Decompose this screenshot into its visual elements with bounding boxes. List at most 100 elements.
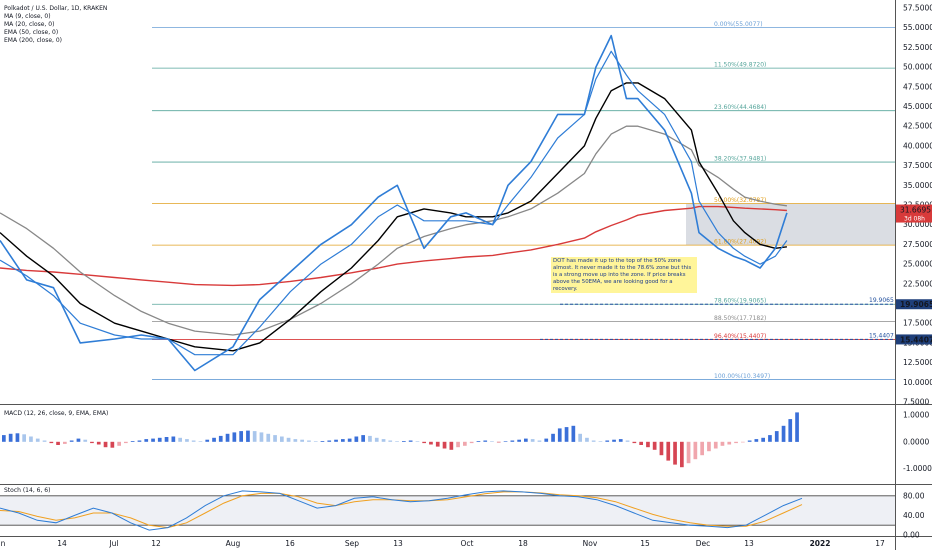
series-line-3 — [0, 125, 787, 336]
macd-bar — [680, 441, 684, 468]
macd-bar — [83, 439, 88, 442]
macd-bar — [551, 433, 555, 442]
y-tick-label: 25.0000 — [903, 260, 932, 269]
fib-level-label: 100.00%(10.3497) — [714, 373, 770, 380]
macd-bar — [266, 433, 271, 442]
macd-bar — [463, 441, 467, 446]
macd-bar — [754, 439, 759, 442]
x-tick-label: Dec — [696, 539, 711, 548]
macd-pane[interactable] — [2, 412, 799, 468]
macd-bar — [130, 441, 135, 442]
macd-bar — [435, 441, 440, 447]
macd-bar — [96, 441, 101, 445]
macd-bar — [69, 440, 74, 442]
y-tick-label: 47.5000 — [903, 82, 932, 91]
macd-bar — [191, 440, 196, 442]
annotation: DOT has made it up to the top of the 50%… — [553, 258, 691, 292]
macd-bar — [402, 441, 406, 442]
macd-bar — [157, 437, 162, 442]
macd-bar — [795, 412, 799, 442]
macd-bar — [503, 441, 508, 442]
y-tick-label: 42.5000 — [903, 122, 932, 131]
y-tick-label: 7.5000 — [903, 398, 929, 407]
fib-level-label: 96.40%(15.4407) — [714, 333, 766, 340]
macd-bar — [35, 438, 40, 442]
x-tick-label: Jul — [108, 539, 118, 548]
macd-bar — [422, 441, 426, 444]
macd-bar — [334, 439, 338, 442]
macd-bar — [347, 438, 352, 442]
macd-bar — [564, 427, 569, 442]
macd-bar — [178, 437, 182, 442]
macd-bar — [408, 440, 413, 442]
macd-bar — [63, 441, 67, 444]
macd-bar — [381, 439, 386, 442]
macd-bar — [212, 437, 216, 442]
macd-bar — [327, 440, 332, 442]
macd-bar — [490, 441, 494, 442]
macd-bar — [29, 436, 33, 442]
macd-bar — [530, 439, 535, 442]
macd-bar — [171, 436, 176, 442]
macd-bar — [456, 441, 460, 448]
y-tick-label: 27.5000 — [903, 240, 932, 249]
macd-bar — [720, 441, 725, 446]
macd-bar — [198, 441, 203, 442]
macd-bar — [124, 441, 128, 444]
macd-bar — [137, 440, 142, 442]
macd-bar — [49, 441, 54, 444]
last-price-tag-bg — [896, 204, 932, 223]
macd-y-tick-label: 0.0000 — [903, 437, 929, 446]
macd-bar — [280, 436, 284, 442]
macd-bar — [300, 439, 304, 442]
x-tick-label: Oct — [461, 539, 474, 548]
macd-bar — [591, 440, 596, 442]
x-tick-label: 13 — [393, 539, 403, 548]
last-price-countdown: 3d 08h — [904, 216, 925, 223]
macd-bar — [42, 440, 47, 442]
macd-bar — [144, 439, 149, 442]
y-tick-label: 50.0000 — [903, 63, 932, 72]
macd-bar — [673, 441, 677, 465]
macd-bar — [496, 441, 501, 443]
macd-title: MACD (12, 26, close, 9, EMA, EMA) — [4, 410, 108, 417]
macd-bar — [320, 441, 325, 442]
price-tag-bg — [896, 299, 932, 310]
y-tick-label: 37.5000 — [903, 161, 932, 170]
macd-bar — [469, 441, 474, 444]
legend-ema50: EMA (50, close, 0) — [4, 29, 58, 36]
macd-bar — [544, 438, 549, 442]
price-tag: 15.4407 — [900, 335, 932, 344]
macd-bar — [727, 441, 732, 445]
macd-bar — [788, 419, 793, 442]
macd-y-tick-label: 1.0000 — [903, 411, 929, 420]
x-tick-label: Sep — [345, 539, 359, 548]
macd-bar — [571, 425, 576, 442]
macd-bar — [341, 439, 345, 442]
macd-bar — [747, 440, 752, 442]
x-tick-label: n — [1, 539, 6, 548]
macd-bar — [313, 441, 318, 442]
fib-level-label: 23.60%(44.4684) — [714, 104, 766, 111]
macd-y-tick-label: -1.0000 — [903, 464, 932, 473]
chart-title: Polkadot / U.S. Dollar, 1D, KRAKEN — [4, 5, 107, 12]
macd-bar — [476, 441, 481, 442]
macd-bar — [639, 441, 643, 445]
y-tick-label: 17.5000 — [903, 319, 932, 328]
x-tick-label: 12 — [151, 539, 161, 548]
stoch-pane[interactable] — [0, 490, 895, 531]
annotation-box — [551, 257, 697, 293]
macd-bar — [218, 435, 223, 442]
macd-bar — [361, 435, 365, 442]
macd-bar — [510, 440, 515, 442]
macd-bar — [625, 440, 630, 442]
macd-bar — [2, 435, 6, 442]
macd-bar — [151, 438, 155, 442]
macd-bar — [605, 440, 610, 442]
price-pane[interactable]: 0.00%(55.0077) 11.50%(49.8720) 23.60%(44.4… — [0, 21, 895, 380]
fib-level-label: 88.50%(17.7182) — [714, 315, 766, 322]
macd-bar — [103, 441, 108, 448]
macd-bar — [666, 441, 671, 461]
